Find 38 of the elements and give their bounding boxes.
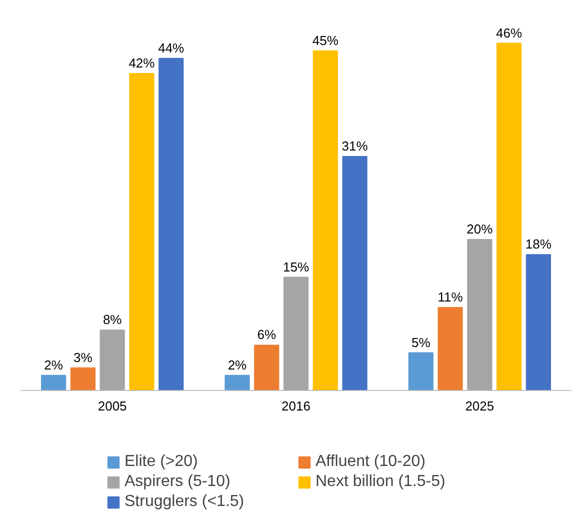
data-label: 11% — [438, 289, 464, 304]
data-label: 42% — [128, 55, 156, 70]
x-tick-label: 2025 — [465, 398, 494, 414]
bar — [467, 239, 492, 391]
data-label: 18% — [525, 236, 552, 252]
x-tick-label: 2016 — [282, 398, 310, 414]
data-label: 2% — [228, 357, 248, 372]
bar — [283, 276, 309, 391]
legend-label: Strugglers (<1.5) — [124, 493, 246, 511]
bar — [41, 374, 66, 391]
legend-label: Affluent (10-20) — [316, 453, 426, 471]
data-label: 44% — [158, 40, 185, 56]
legend-label: Elite (>20) — [124, 453, 199, 471]
data-label: 15% — [282, 259, 310, 274]
bar — [224, 374, 250, 391]
bar — [129, 72, 154, 391]
bar — [70, 367, 96, 391]
data-label: 8% — [102, 312, 122, 328]
data-label: 2% — [44, 357, 64, 372]
data-label: 46% — [496, 25, 523, 40]
x-tick-label: 2005 — [98, 398, 127, 414]
bar — [342, 156, 368, 391]
legend-label: Next billion (1.5-5) — [316, 473, 446, 491]
bar — [254, 344, 280, 391]
bar — [526, 254, 551, 391]
data-label: 20% — [466, 222, 494, 237]
data-label: 45% — [312, 32, 339, 48]
bar — [312, 50, 338, 391]
legend-label: Aspirers (5-10) — [124, 473, 232, 491]
bar — [496, 42, 522, 391]
data-label: 3% — [74, 350, 93, 365]
data-label: 31% — [342, 138, 368, 154]
bar — [408, 352, 434, 391]
bar — [438, 306, 463, 391]
data-label: 6% — [257, 327, 276, 342]
bar — [100, 330, 125, 391]
data-label: 5% — [412, 334, 431, 350]
bar — [158, 58, 184, 391]
